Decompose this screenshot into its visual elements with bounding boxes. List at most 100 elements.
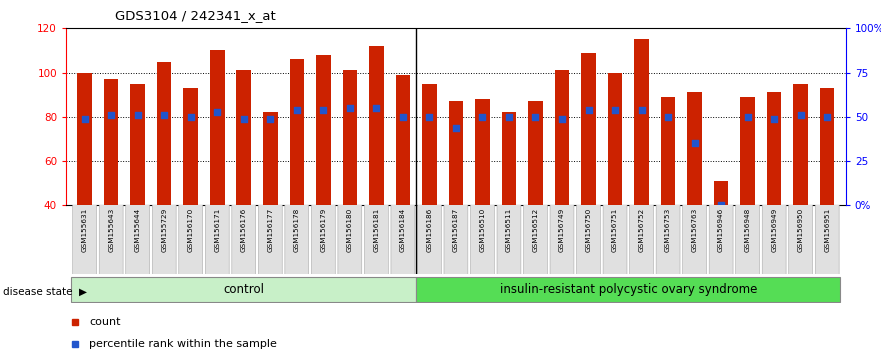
Point	[820, 114, 834, 120]
Point	[316, 107, 330, 113]
Bar	[78, 73, 92, 205]
FancyBboxPatch shape	[603, 203, 627, 276]
Bar	[104, 79, 118, 205]
Bar	[501, 113, 516, 205]
FancyBboxPatch shape	[788, 203, 812, 276]
Point	[396, 114, 410, 120]
Bar	[740, 97, 755, 205]
Text: insulin-resistant polycystic ovary syndrome: insulin-resistant polycystic ovary syndr…	[500, 283, 757, 296]
Bar	[608, 73, 622, 205]
Bar	[581, 53, 596, 205]
FancyBboxPatch shape	[444, 203, 468, 276]
Bar	[714, 181, 729, 205]
Point	[608, 107, 622, 113]
FancyBboxPatch shape	[365, 203, 389, 276]
Text: GSM156763: GSM156763	[692, 207, 698, 252]
Text: GSM155643: GSM155643	[108, 207, 115, 252]
Point	[502, 114, 516, 120]
Bar	[422, 84, 437, 205]
FancyBboxPatch shape	[416, 277, 840, 302]
Text: GSM156949: GSM156949	[771, 207, 777, 252]
Bar	[634, 39, 648, 205]
Text: GSM156510: GSM156510	[479, 207, 485, 252]
Point	[767, 116, 781, 122]
Bar	[475, 99, 490, 205]
FancyBboxPatch shape	[205, 203, 229, 276]
Point	[130, 112, 144, 118]
FancyBboxPatch shape	[815, 203, 839, 276]
Point	[555, 116, 569, 122]
Point	[476, 114, 490, 120]
Bar	[766, 92, 781, 205]
Bar	[396, 75, 411, 205]
Bar	[687, 92, 702, 205]
FancyBboxPatch shape	[391, 203, 415, 276]
Point	[104, 112, 118, 118]
Text: percentile rank within the sample: percentile rank within the sample	[90, 339, 278, 349]
Bar	[210, 51, 225, 205]
Bar	[290, 59, 304, 205]
Point	[741, 114, 755, 120]
Bar	[820, 88, 834, 205]
FancyBboxPatch shape	[709, 203, 733, 276]
FancyBboxPatch shape	[418, 203, 441, 276]
Text: GSM156177: GSM156177	[267, 207, 273, 252]
Bar	[448, 101, 463, 205]
FancyBboxPatch shape	[630, 203, 654, 276]
Bar	[263, 113, 278, 205]
Point	[529, 114, 543, 120]
Bar	[369, 46, 383, 205]
Text: disease state  ▶: disease state ▶	[3, 287, 86, 297]
Point	[422, 114, 436, 120]
FancyBboxPatch shape	[179, 203, 203, 276]
Text: GSM156179: GSM156179	[321, 207, 326, 252]
Point	[369, 105, 383, 111]
Bar	[157, 62, 172, 205]
Bar	[529, 101, 543, 205]
Bar	[794, 84, 808, 205]
Point	[157, 112, 171, 118]
FancyBboxPatch shape	[497, 203, 521, 276]
Text: GSM156178: GSM156178	[293, 207, 300, 252]
Point	[634, 107, 648, 113]
Point	[448, 125, 463, 131]
Text: GSM156181: GSM156181	[374, 207, 380, 252]
Point	[687, 141, 701, 146]
Text: count: count	[90, 317, 121, 327]
Text: GSM156752: GSM156752	[639, 207, 645, 252]
FancyBboxPatch shape	[258, 203, 282, 276]
Point	[714, 202, 729, 208]
Text: GSM156750: GSM156750	[586, 207, 591, 252]
Text: GSM156753: GSM156753	[665, 207, 671, 252]
Text: GSM155729: GSM155729	[161, 207, 167, 252]
FancyBboxPatch shape	[285, 203, 308, 276]
Text: GSM156749: GSM156749	[559, 207, 565, 252]
Text: GSM155644: GSM155644	[135, 207, 141, 252]
Bar	[183, 88, 198, 205]
Point	[237, 116, 251, 122]
Point	[263, 116, 278, 122]
FancyBboxPatch shape	[232, 203, 255, 276]
Text: GDS3104 / 242341_x_at: GDS3104 / 242341_x_at	[115, 9, 275, 22]
Point	[661, 114, 675, 120]
Text: GSM156946: GSM156946	[718, 207, 724, 252]
Bar	[130, 84, 145, 205]
Text: GSM156184: GSM156184	[400, 207, 406, 252]
FancyBboxPatch shape	[338, 203, 362, 276]
FancyBboxPatch shape	[736, 203, 759, 276]
Text: GSM156171: GSM156171	[214, 207, 220, 252]
FancyBboxPatch shape	[576, 203, 601, 276]
Text: GSM156951: GSM156951	[825, 207, 830, 252]
Point	[183, 114, 197, 120]
Text: GSM156170: GSM156170	[188, 207, 194, 252]
Point	[78, 116, 92, 122]
FancyBboxPatch shape	[523, 203, 547, 276]
Point	[290, 107, 304, 113]
Text: GSM156186: GSM156186	[426, 207, 433, 252]
FancyBboxPatch shape	[126, 203, 150, 276]
Bar	[236, 70, 251, 205]
FancyBboxPatch shape	[311, 203, 336, 276]
Text: GSM155631: GSM155631	[82, 207, 87, 252]
Bar	[343, 70, 357, 205]
Text: GSM156187: GSM156187	[453, 207, 459, 252]
